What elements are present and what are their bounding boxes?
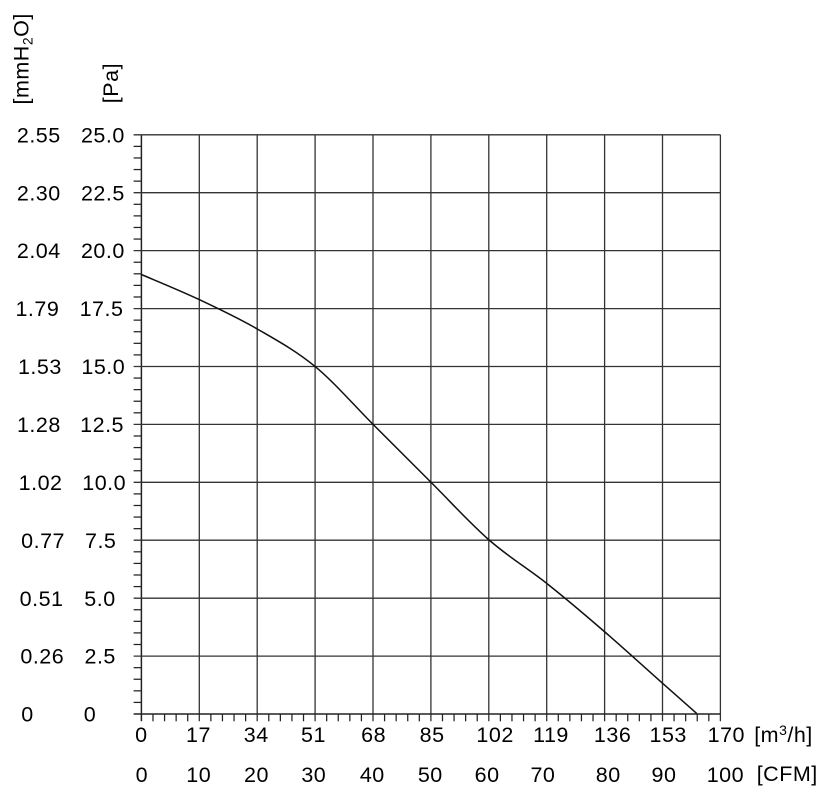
svg-text:2.55: 2.55: [17, 123, 61, 147]
svg-text:1.79: 1.79: [15, 297, 59, 321]
svg-text:0: 0: [21, 703, 33, 727]
svg-text:10.0: 10.0: [82, 471, 126, 495]
svg-text:0: 0: [84, 703, 96, 727]
svg-text:0.77: 0.77: [21, 529, 65, 553]
svg-text:5.0: 5.0: [84, 587, 115, 611]
svg-text:0: 0: [135, 723, 147, 747]
svg-text:34: 34: [244, 723, 269, 747]
svg-text:80: 80: [596, 763, 621, 787]
svg-text:90: 90: [652, 763, 677, 787]
svg-text:100: 100: [707, 763, 744, 787]
svg-text:119: 119: [533, 723, 569, 747]
svg-text:1.28: 1.28: [17, 413, 61, 437]
svg-text:102: 102: [476, 723, 513, 747]
svg-text:153: 153: [650, 723, 687, 747]
svg-text:17.5: 17.5: [80, 297, 124, 321]
svg-text:30: 30: [301, 763, 326, 787]
svg-text:2.04: 2.04: [17, 239, 61, 263]
svg-text:[CFM]: [CFM]: [757, 762, 818, 786]
svg-text:2.5: 2.5: [85, 645, 116, 669]
svg-text:12.5: 12.5: [80, 413, 124, 437]
svg-text:7.5: 7.5: [85, 529, 116, 553]
svg-text:60: 60: [475, 763, 500, 787]
svg-text:17: 17: [186, 723, 211, 747]
svg-text:[Pa]: [Pa]: [99, 63, 123, 103]
svg-text:[mmH2O]: [mmH2O]: [10, 13, 36, 104]
svg-text:85: 85: [420, 723, 445, 747]
svg-text:1.02: 1.02: [19, 471, 63, 495]
svg-text:68: 68: [361, 723, 386, 747]
svg-text:20: 20: [244, 763, 269, 787]
svg-text:25.0: 25.0: [81, 123, 125, 147]
svg-text:0.26: 0.26: [20, 645, 64, 669]
svg-text:40: 40: [360, 763, 385, 787]
svg-text:0.51: 0.51: [20, 587, 64, 611]
svg-text:22.5: 22.5: [81, 181, 125, 205]
svg-text:170: 170: [708, 723, 745, 747]
svg-text:2.30: 2.30: [17, 181, 61, 205]
svg-text:1.53: 1.53: [18, 355, 62, 379]
svg-text:0: 0: [136, 763, 148, 787]
svg-text:20.0: 20.0: [81, 239, 125, 263]
svg-text:50: 50: [418, 763, 443, 787]
svg-text:15.0: 15.0: [81, 355, 125, 379]
svg-text:10: 10: [186, 763, 211, 787]
svg-text:136: 136: [594, 723, 631, 747]
svg-text:70: 70: [530, 763, 555, 787]
svg-text:51: 51: [301, 723, 326, 747]
